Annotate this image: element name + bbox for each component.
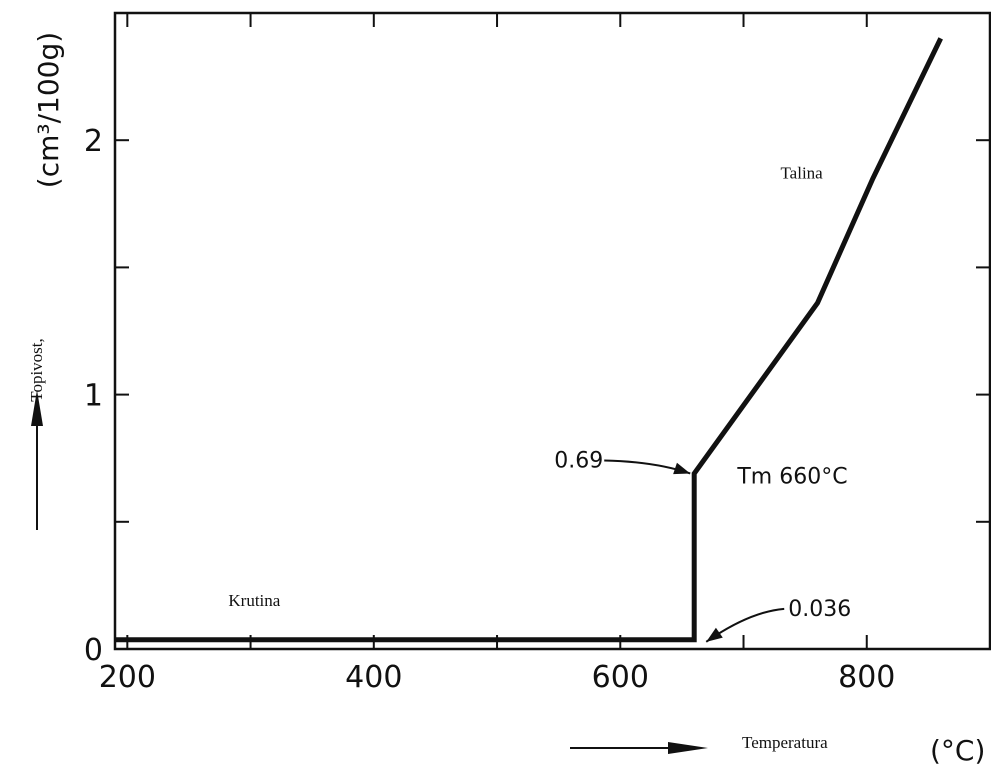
x-axis-ticks: 200 400 600 800: [99, 13, 896, 695]
annotation-layer: 0.69 0.036 Tm 660°C Talina Krutina: [228, 163, 851, 641]
region-label: Talina: [780, 163, 823, 182]
y-tick-label: 2: [84, 124, 103, 159]
x-axis-unit: (°C): [930, 734, 985, 764]
annotation-label: 0.69: [554, 448, 603, 473]
melting-point-label: Tm 660°C: [736, 465, 847, 490]
x-tick-label: 400: [345, 660, 402, 695]
y-tick-label: 0: [84, 633, 103, 668]
y-tick-label: 1: [84, 379, 103, 414]
x-tick-label: 600: [592, 660, 649, 695]
region-label: Krutina: [228, 591, 280, 610]
x-tick-label: 800: [838, 660, 895, 695]
x-axis-arrow: [570, 742, 708, 754]
annotation-arrow-head: [673, 463, 690, 474]
y-axis-arrow: [31, 390, 43, 530]
plot-frame: [115, 13, 990, 649]
annotation-arrow-head: [706, 628, 723, 642]
y-axis-unit: (cm³/100g): [32, 32, 65, 188]
x-axis-label: Temperatura: [742, 733, 828, 752]
x-tick-label: 200: [99, 660, 156, 695]
y-axis-label: Topivost,: [27, 338, 46, 402]
annotation-label: 0.036: [788, 597, 851, 622]
y-axis-ticks: 0 1 2: [84, 124, 990, 668]
solubility-line: [115, 38, 941, 639]
series-layer: [115, 38, 941, 640]
